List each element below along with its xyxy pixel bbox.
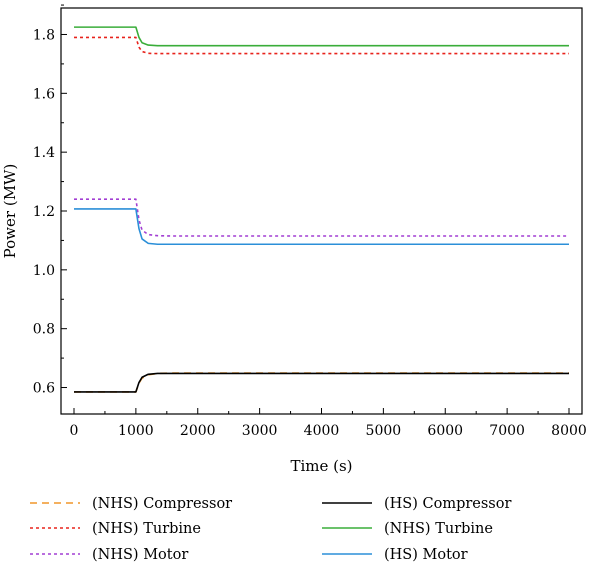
- y-tick-label: 1.0: [33, 263, 55, 279]
- legend-label-5: (HS) Motor: [384, 547, 468, 563]
- legend-label-1: (NHS) Turbine: [92, 521, 201, 537]
- x-tick-label: 2000: [180, 423, 216, 439]
- y-axis-title: Power (MW): [1, 164, 19, 259]
- series-line-0: [74, 372, 569, 393]
- y-tick-label: 1.8: [33, 27, 55, 43]
- x-tick-label: 8000: [551, 423, 587, 439]
- x-axis: 0 1000 2000 3000 4000 5000 6000 7000 8000: [70, 408, 587, 439]
- x-axis-title: Time (s): [290, 457, 352, 475]
- legend-label-0: (NHS) Compressor: [92, 496, 232, 512]
- x-tick-label: 6000: [427, 423, 463, 439]
- legend-label-3: (HS) Compressor: [384, 496, 511, 512]
- legend: (NHS) Compressor (HS) Compressor (NHS) Tur…: [30, 496, 511, 563]
- series-line-3: [74, 372, 569, 393]
- x-tick-label: 1000: [118, 423, 154, 439]
- y-tick-label: 0.6: [33, 381, 55, 397]
- series-line-2: [74, 198, 569, 237]
- x-tick-label: 7000: [489, 423, 525, 439]
- x-tick-label: 0: [70, 423, 79, 439]
- legend-label-2: (NHS) Motor: [92, 547, 188, 563]
- y-tick-label: 1.4: [33, 145, 55, 161]
- y-tick-label: 1.2: [33, 204, 55, 220]
- series-line-5: [74, 208, 569, 246]
- series-line-1: [74, 36, 569, 55]
- x-tick-label: 3000: [242, 423, 278, 439]
- x-tick-label: 4000: [304, 423, 340, 439]
- y-tick-label: 0.8: [33, 322, 55, 338]
- plot-frame: [60, 7, 583, 415]
- x-tick-label: 5000: [366, 423, 402, 439]
- series-layer: [74, 26, 569, 393]
- series-line-4: [74, 26, 569, 47]
- y-tick-label: 1.6: [33, 86, 55, 102]
- legend-label-4: (NHS) Turbine: [384, 521, 493, 537]
- y-axis: 0.6 0.8 1.0 1.2 1.4 1.6 1.8: [33, 4, 67, 397]
